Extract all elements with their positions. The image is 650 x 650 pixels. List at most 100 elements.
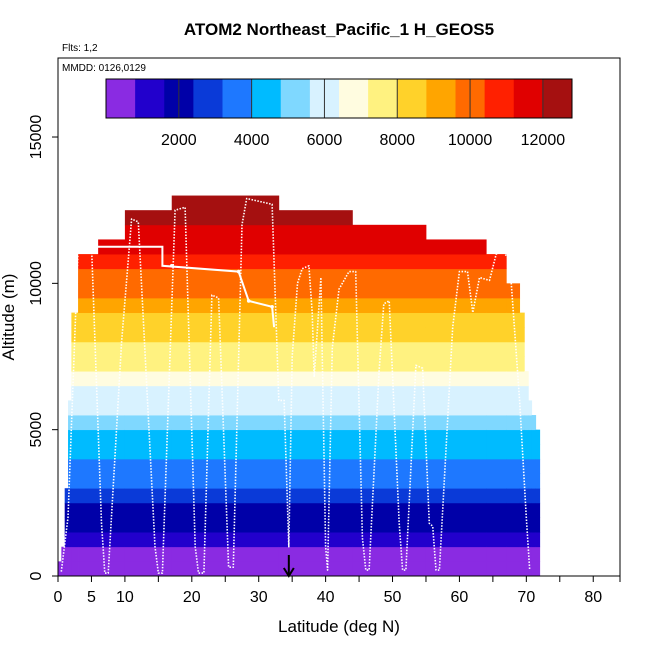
heatmap-cell — [71, 429, 79, 445]
heatmap-cell — [506, 458, 521, 474]
heatmap-cell — [528, 502, 533, 518]
heatmap-cell — [535, 502, 541, 518]
heatmap-cell — [506, 283, 521, 299]
heatmap-cell — [58, 561, 62, 577]
heatmap-cell — [71, 532, 79, 548]
location-arrow — [282, 555, 295, 578]
heatmap-cell — [278, 429, 353, 445]
heatmap-cell — [531, 473, 537, 489]
heatmap-cell — [486, 385, 507, 401]
heatmap-cell — [71, 488, 79, 504]
heatmap-cell — [71, 561, 79, 577]
heatmap-cell — [486, 283, 507, 299]
heatmap-cell — [68, 546, 72, 562]
heatmap-cell — [98, 400, 126, 416]
heatmap-cell — [352, 502, 427, 518]
heatmap-cell — [98, 532, 126, 548]
heatmap-cell — [528, 415, 533, 431]
y-tick-label: 10000 — [28, 261, 45, 306]
heatmap-cell — [98, 356, 126, 372]
heatmap-cell — [78, 561, 99, 577]
track-point — [169, 264, 174, 268]
heatmap-cell — [524, 532, 529, 548]
heatmap-cell — [528, 473, 533, 489]
heatmap-cell — [124, 297, 173, 314]
heatmap-cell — [98, 473, 126, 489]
heatmap-cell — [64, 561, 69, 577]
heatmap-cell — [486, 415, 507, 431]
heatmap-cell — [486, 473, 507, 489]
heatmap-cell — [98, 312, 126, 328]
heatmap-cell — [506, 385, 521, 401]
heatmap-cell — [519, 458, 525, 474]
heatmap-cell — [171, 224, 280, 240]
heatmap-cell — [171, 444, 280, 460]
arrow-head — [282, 567, 295, 578]
plot-frame — [57, 57, 621, 577]
heatmap-cell — [519, 356, 525, 372]
heatmap-cell — [278, 488, 353, 504]
heatmap-cell — [124, 356, 173, 372]
heatmap-cell — [171, 254, 280, 270]
heatmap-cell — [171, 385, 280, 401]
heatmap-cell — [519, 415, 525, 431]
x-tick-label: 60 — [451, 589, 469, 606]
heatmap-cell — [486, 517, 507, 533]
heatmap-cell — [98, 429, 126, 445]
heatmap-cell — [524, 458, 529, 474]
heatmap-cell — [425, 444, 487, 460]
heatmap-cell — [352, 341, 427, 357]
heatmap-cell — [425, 341, 487, 357]
x-axis-label: Latitude (deg N) — [278, 617, 400, 636]
heatmap-cell — [278, 356, 353, 372]
heatmap-cell — [535, 488, 541, 504]
heatmap-cell — [278, 546, 353, 562]
x-tick-label: 70 — [517, 589, 535, 606]
heatmap-cell — [352, 356, 427, 372]
heatmap-cell — [519, 502, 525, 518]
heatmap-cell — [68, 429, 72, 445]
x-tick-label: 50 — [384, 589, 402, 606]
colorbar-swatch — [193, 79, 224, 118]
heatmap-cell — [524, 385, 529, 401]
heatmap-cell — [78, 546, 99, 562]
heatmap-cell — [486, 371, 507, 387]
heatmap-cell — [486, 400, 507, 416]
heatmap-cell — [68, 517, 72, 533]
y-axis: 0 5000 10000 15000 — [28, 115, 58, 580]
heatmap-cell — [519, 429, 525, 445]
heatmap-cell — [486, 429, 507, 445]
heatmap-cell — [352, 371, 427, 387]
heatmap-cell — [352, 327, 427, 343]
flight-track — [60, 197, 531, 574]
colorbar-swatch — [368, 79, 398, 118]
heatmap-cell — [61, 561, 66, 577]
heatmap-cell — [71, 385, 79, 401]
heatmap-cell — [352, 458, 427, 474]
heatmap-cell — [98, 385, 126, 401]
heatmap-cell — [68, 415, 72, 431]
heatmap-cell — [531, 502, 537, 518]
heatmap-cell — [124, 546, 173, 562]
heatmap-cell — [506, 297, 521, 314]
heatmap-cell — [535, 473, 541, 489]
x-tick-label: 0 — [54, 589, 63, 606]
heatmap-cell — [124, 327, 173, 343]
heatmap-cell — [124, 444, 173, 460]
heatmap-cell — [486, 356, 507, 372]
heatmap-cell — [78, 283, 99, 299]
heatmap-cell — [68, 502, 72, 518]
heatmap-cell — [524, 488, 529, 504]
heatmap-cell — [528, 429, 533, 445]
heatmap-cell — [425, 488, 487, 504]
track-point — [246, 299, 251, 303]
colorbar-swatch — [280, 79, 311, 118]
heatmap-cell — [519, 561, 525, 577]
heatmap-cell — [519, 327, 525, 343]
heatmap-cell — [78, 473, 99, 489]
heatmap-cell — [519, 473, 525, 489]
heatmap-cell — [124, 415, 173, 431]
heatmap-cell — [171, 517, 280, 533]
heatmap-cell — [425, 283, 487, 299]
heatmap-cell — [71, 517, 79, 533]
